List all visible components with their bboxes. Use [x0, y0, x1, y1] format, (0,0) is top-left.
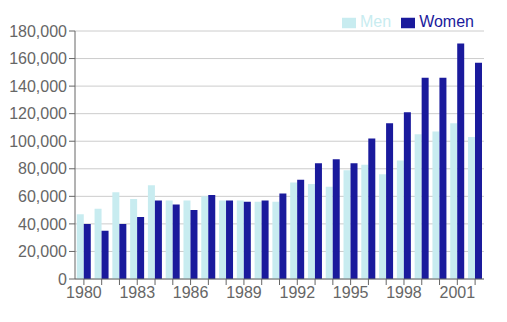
html-text:Women: Women: [419, 13, 474, 30]
html-text:Men: Men: [360, 13, 392, 30]
svg-text:1998: 1998: [386, 284, 422, 301]
svg-text:1983: 1983: [119, 284, 155, 301]
svg-text:1992: 1992: [279, 284, 315, 301]
svg-text:1980: 1980: [66, 284, 102, 301]
svg-text:60,000: 60,000: [18, 188, 67, 205]
svg-text:2001: 2001: [440, 284, 476, 301]
svg-text:120,000: 120,000: [9, 105, 67, 122]
svg-text:180,000: 180,000: [9, 23, 67, 40]
svg-text:100,000: 100,000: [9, 133, 67, 150]
svg-text:1995: 1995: [333, 284, 369, 301]
svg-text:40,000: 40,000: [18, 216, 67, 233]
svg-text:0: 0: [58, 271, 67, 288]
svg-text:80,000: 80,000: [18, 160, 67, 177]
svg-text:1986: 1986: [173, 284, 209, 301]
svg-text:160,000: 160,000: [9, 50, 67, 67]
svg-text:140,000: 140,000: [9, 78, 67, 95]
svg-text:1989: 1989: [226, 284, 262, 301]
svg-text:20,000: 20,000: [18, 243, 67, 260]
